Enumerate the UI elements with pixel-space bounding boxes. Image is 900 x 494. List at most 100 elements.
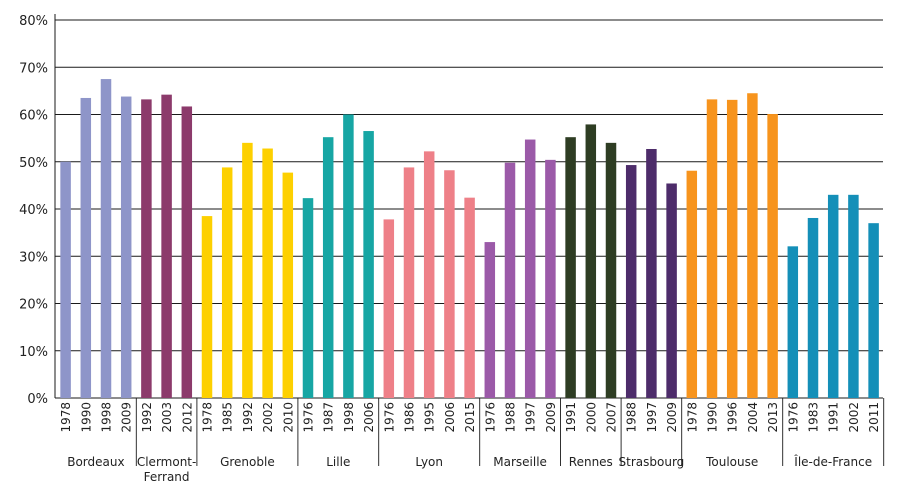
bar [767,114,778,398]
year-tick-label: 1978 [59,402,73,433]
bar [747,93,758,399]
bar [80,97,92,399]
year-tick-label: 1988 [504,402,518,433]
y-tick-label: 50% [19,156,48,171]
category-label: Île-de-France [793,454,872,469]
bar [605,142,617,398]
category-label: Clermont-Ferrand [137,455,197,484]
bar [322,137,334,398]
bar [484,242,496,398]
year-tick-label: 1991 [827,402,841,433]
bar [625,165,637,398]
category-label: Strasbourg [619,455,685,469]
year-tick-label: 1978 [685,402,699,433]
bar [686,170,698,398]
year-tick-label: 1990 [79,402,93,433]
category-label: Rennes [569,455,613,469]
bar [827,194,839,398]
bar [848,194,859,398]
year-tick-label: 1998 [100,402,114,433]
y-tick-label: 40% [19,203,48,218]
bar [120,96,132,399]
year-tick-label: 1976 [302,402,316,433]
year-tick-label: 1998 [342,402,356,433]
year-tick-label: 1995 [423,402,437,433]
year-tick-label: 1976 [382,402,396,433]
category-label-line: Ferrand [144,470,190,484]
bar [242,142,253,398]
year-tick-label: 2009 [544,402,558,433]
bar [868,223,879,398]
year-tick-label: 2002 [261,402,275,433]
y-tick-label: 80% [19,14,48,29]
year-tick-label: 1986 [403,402,417,433]
bar [60,161,71,398]
bar [343,114,354,398]
bar [787,246,799,398]
bar [161,94,172,398]
year-tick-label: 2003 [160,402,174,433]
year-tick-label: 1997 [524,402,538,433]
bar [545,159,556,398]
y-tick-label: 60% [19,109,48,124]
year-tick-label: 2009 [120,402,134,433]
year-tick-label: 1992 [241,402,255,433]
bar [524,139,536,399]
year-tick-label: 2013 [766,402,780,433]
year-tick-label: 1992 [140,402,154,433]
year-tick-label: 1988 [625,402,639,433]
y-tick-label: 30% [19,250,48,265]
bar [706,99,718,398]
bar [282,172,294,398]
year-tick-label: 1985 [221,402,235,433]
bar [423,151,435,398]
bar [141,99,152,398]
year-tick-label: 2002 [847,402,861,433]
year-tick-label: 1997 [645,402,659,433]
bar [444,170,455,398]
year-tick-label: 1987 [322,402,336,433]
bar [464,197,475,398]
year-tick-label: 2009 [665,402,679,433]
year-tick-label: 2010 [281,402,295,433]
bar [403,167,415,398]
bar [262,148,273,398]
year-tick-label: 2012 [180,402,194,433]
year-tick-label: 2004 [746,402,760,433]
bar [726,99,738,398]
category-label: Bordeaux [67,455,124,469]
y-tick-label: 70% [19,61,48,76]
category-label: Lille [326,455,350,469]
bar [666,183,677,398]
y-tick-label: 20% [19,298,48,313]
bar [201,216,213,398]
bar [302,198,314,398]
year-tick-label: 2006 [443,402,457,433]
year-tick-label: 1978 [201,402,215,433]
year-tick-label: 1991 [564,402,578,433]
bar [646,148,657,398]
category-label: Lyon [415,455,443,469]
bar [181,106,193,398]
year-tick-label: 2007 [605,402,619,433]
year-tick-label: 2011 [867,402,881,433]
bar [100,79,112,398]
year-tick-label: 2000 [584,402,598,433]
category-label-line: Clermont- [137,455,197,469]
year-tick-label: 1976 [483,402,497,433]
y-tick-label: 10% [19,345,48,360]
year-tick-label: 1990 [706,402,720,433]
y-tick-label: 0% [27,392,48,407]
category-label: Grenoble [220,455,275,469]
bar [565,137,576,398]
year-tick-label: 1983 [807,402,821,433]
category-label: Marseille [493,455,547,469]
bar [504,162,516,398]
bar [221,167,233,398]
year-tick-label: 1976 [786,402,800,433]
year-tick-label: 1996 [726,402,740,433]
bar [585,124,597,399]
year-tick-label: 2006 [362,402,376,433]
